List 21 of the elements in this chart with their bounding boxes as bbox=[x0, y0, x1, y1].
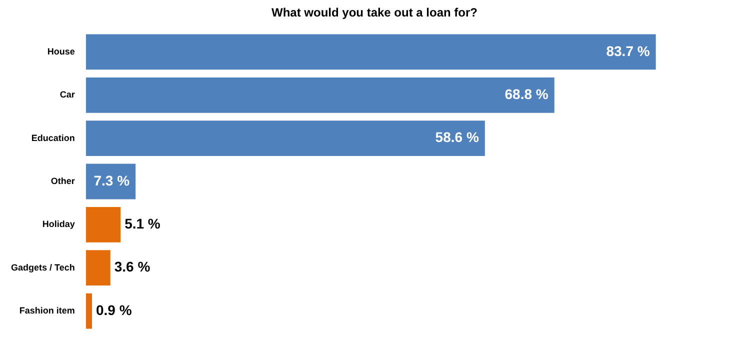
data-label: 3.6 % bbox=[114, 258, 151, 275]
bar bbox=[86, 293, 92, 329]
data-label: 58.6 % bbox=[435, 129, 480, 146]
data-label: 83.7 % bbox=[606, 42, 650, 59]
data-label: 7.3 % bbox=[94, 172, 130, 188]
chart-title: What would you take out a loan for? bbox=[272, 6, 478, 20]
y-tick-label: Education bbox=[31, 132, 75, 143]
data-label: 68.8 % bbox=[504, 86, 549, 102]
bar bbox=[86, 120, 485, 156]
data-label: 5.1 % bbox=[124, 216, 161, 232]
y-tick-label: Holiday bbox=[42, 219, 75, 230]
bar bbox=[86, 77, 554, 113]
bar bbox=[86, 34, 656, 70]
y-tick-label: Gadgets / Tech bbox=[10, 262, 75, 272]
y-tick-label: Fashion item bbox=[19, 306, 75, 316]
data-label: 0.9 % bbox=[96, 302, 132, 318]
y-tick-label: Other bbox=[50, 176, 76, 186]
y-tick-label: House bbox=[47, 46, 75, 56]
bar bbox=[86, 250, 110, 286]
y-tick-label: Car bbox=[60, 90, 76, 100]
bar bbox=[86, 206, 121, 242]
